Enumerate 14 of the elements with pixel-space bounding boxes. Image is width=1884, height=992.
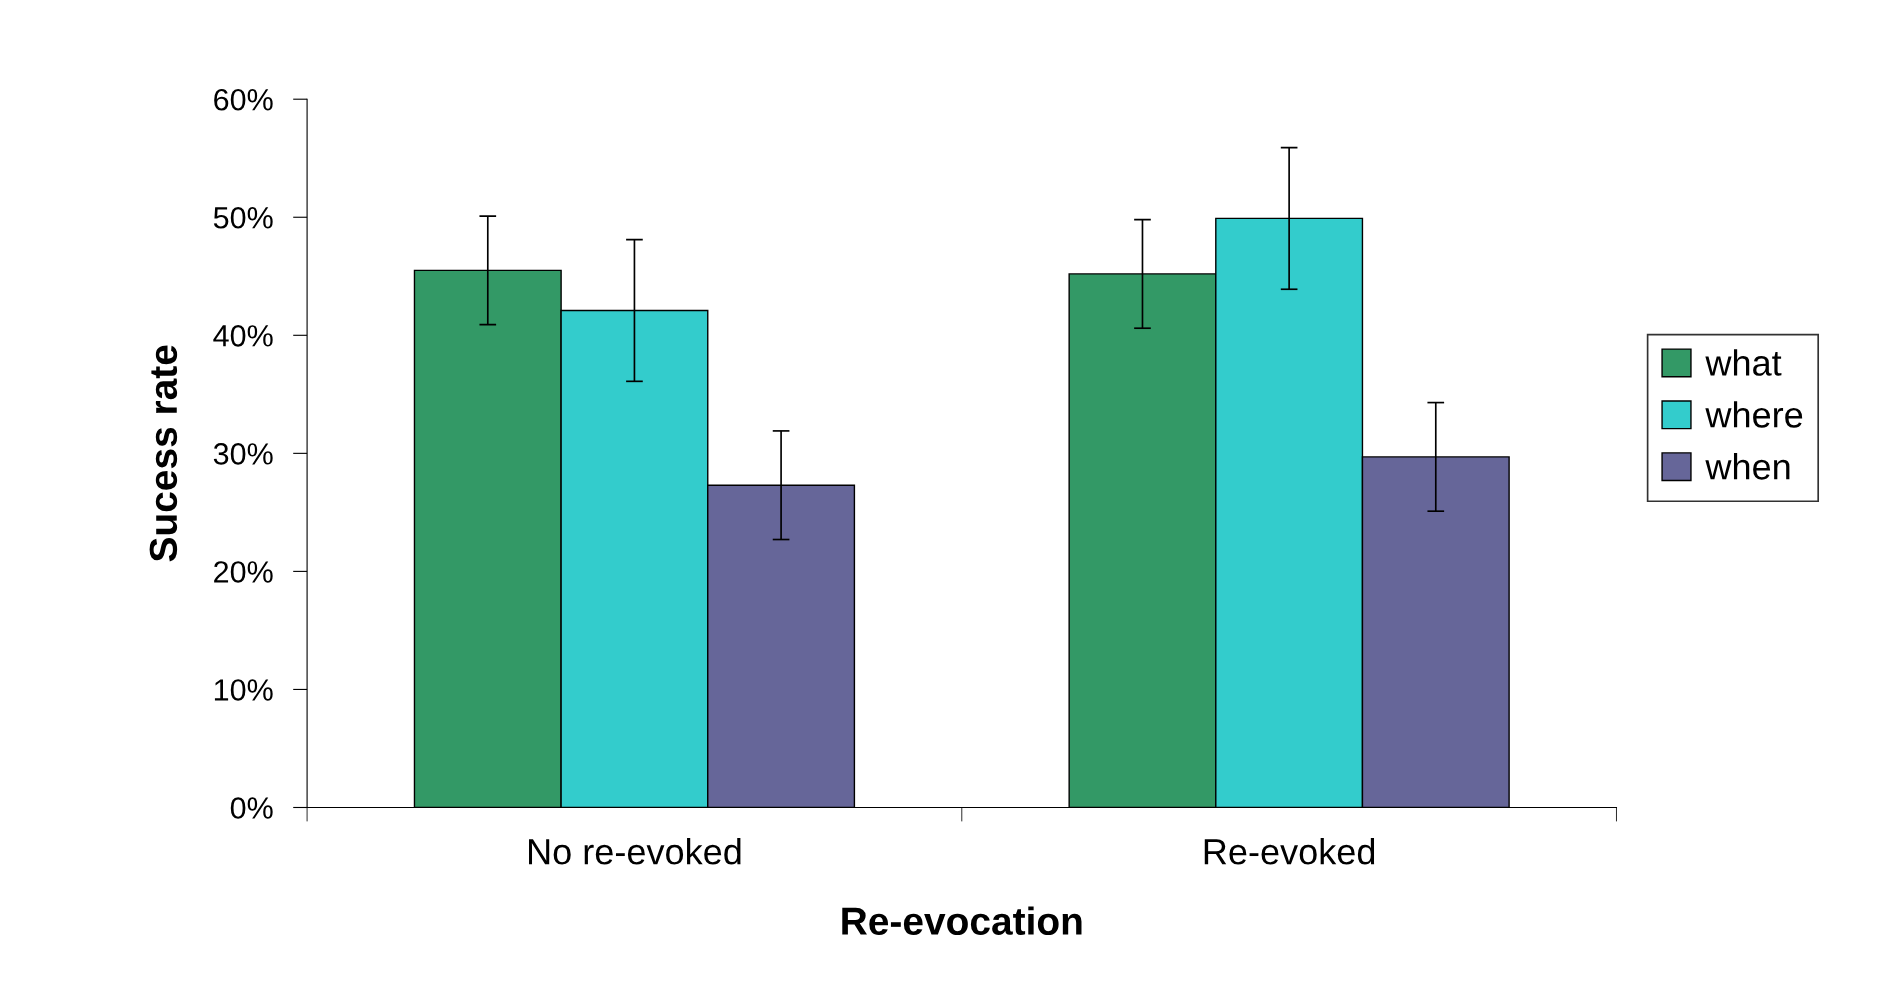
y-tick-label: 40% (213, 325, 273, 347)
y-tick-label: 20% (214, 561, 273, 583)
x-tick-label: No re-evoked (529, 838, 741, 865)
y-tick-label: 10% (214, 679, 273, 701)
x-axis-title: Re-evocation (842, 906, 1082, 935)
y-tick-label: 60% (214, 88, 273, 111)
y-axis-title: Sucess rate (149, 345, 178, 562)
y-tick-label: 0% (230, 797, 273, 819)
legend-label: when (1705, 453, 1790, 480)
legend-label: where (1705, 401, 1803, 428)
y-tick-label: 30% (213, 443, 273, 465)
legend-label: what (1705, 349, 1782, 376)
y-tick-label: 50% (213, 206, 273, 229)
x-tick-label: Re-evoked (1204, 838, 1375, 865)
